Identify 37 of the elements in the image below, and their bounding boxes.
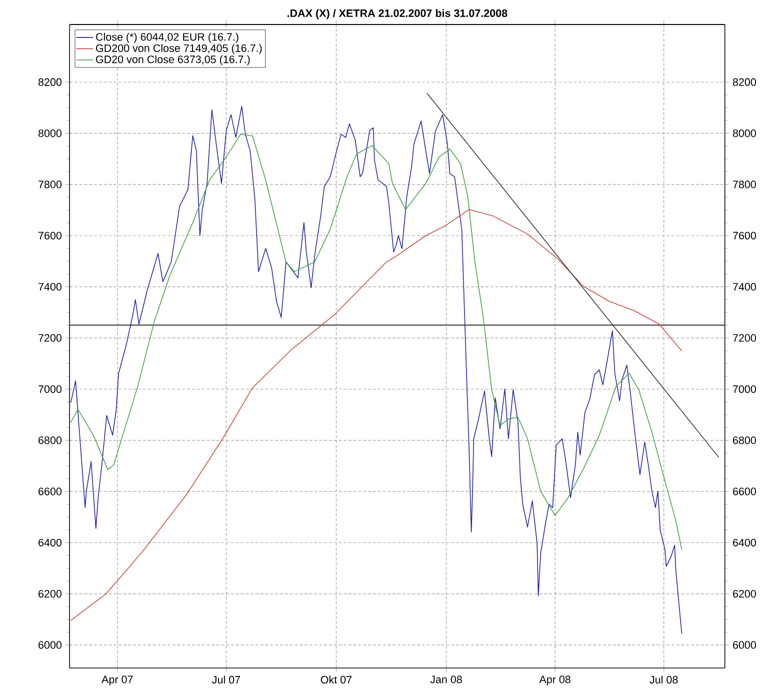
- y2-tick-label: 7600: [38, 232, 62, 240]
- y-tick-label: 7000: [733, 386, 756, 394]
- line-series: [70, 134, 682, 550]
- y-tick-label: 6400: [733, 539, 756, 547]
- legend-label: GD200 von Close 7149,405 (16.7.): [96, 44, 262, 54]
- y2-tick-label: 6800: [38, 436, 62, 444]
- y-tick-label: 6200: [733, 590, 756, 598]
- y-tick-label: 6800: [733, 436, 756, 444]
- y-tick-label: 7600: [733, 232, 756, 240]
- y-tick-label: 8200: [732, 78, 756, 86]
- line-series: [70, 106, 682, 634]
- y2-tick-label: 8000: [38, 130, 62, 138]
- y2-tick-label: 7000: [38, 386, 62, 394]
- x-tick-label: Jul 08: [650, 676, 678, 684]
- x-tick-label: Apr 07: [102, 676, 133, 686]
- y2-tick-label: 6200: [38, 590, 62, 598]
- y-tick-label: 6600: [733, 488, 756, 496]
- y-tick-label: 8000: [732, 130, 756, 138]
- chart-title: .DAX (X) / XETRA 21.02.2007 bis 31.07.2008: [288, 9, 508, 20]
- y2-tick-label: 6400: [38, 539, 62, 547]
- y-tick-label: 7800: [733, 180, 756, 188]
- x-tick-label: Apr 08: [539, 676, 570, 686]
- y2-tick-label: 6000: [38, 641, 62, 650]
- y-tick-label: 7200: [733, 334, 756, 342]
- y2-tick-label: 7200: [38, 334, 62, 342]
- x-tick-label: Okt 07: [320, 676, 352, 684]
- legend-label: GD20 von Close 6373,05 (16.7.): [96, 56, 250, 66]
- line-series: [70, 209, 682, 622]
- y2-tick-label: 6600: [38, 488, 62, 496]
- legend-label: Close (*) 6044,02 EUR (16.7.): [96, 33, 238, 44]
- y2-tick-label: 7800: [38, 180, 62, 188]
- y-tick-label: 6000: [733, 641, 756, 650]
- x-tick-label: Jul 07: [212, 676, 240, 684]
- x-tick-label: Jan 08: [430, 676, 462, 684]
- y-tick-label: 7400: [733, 283, 756, 291]
- y2-tick-label: 7400: [38, 283, 62, 291]
- y2-tick-label: 8200: [38, 78, 62, 86]
